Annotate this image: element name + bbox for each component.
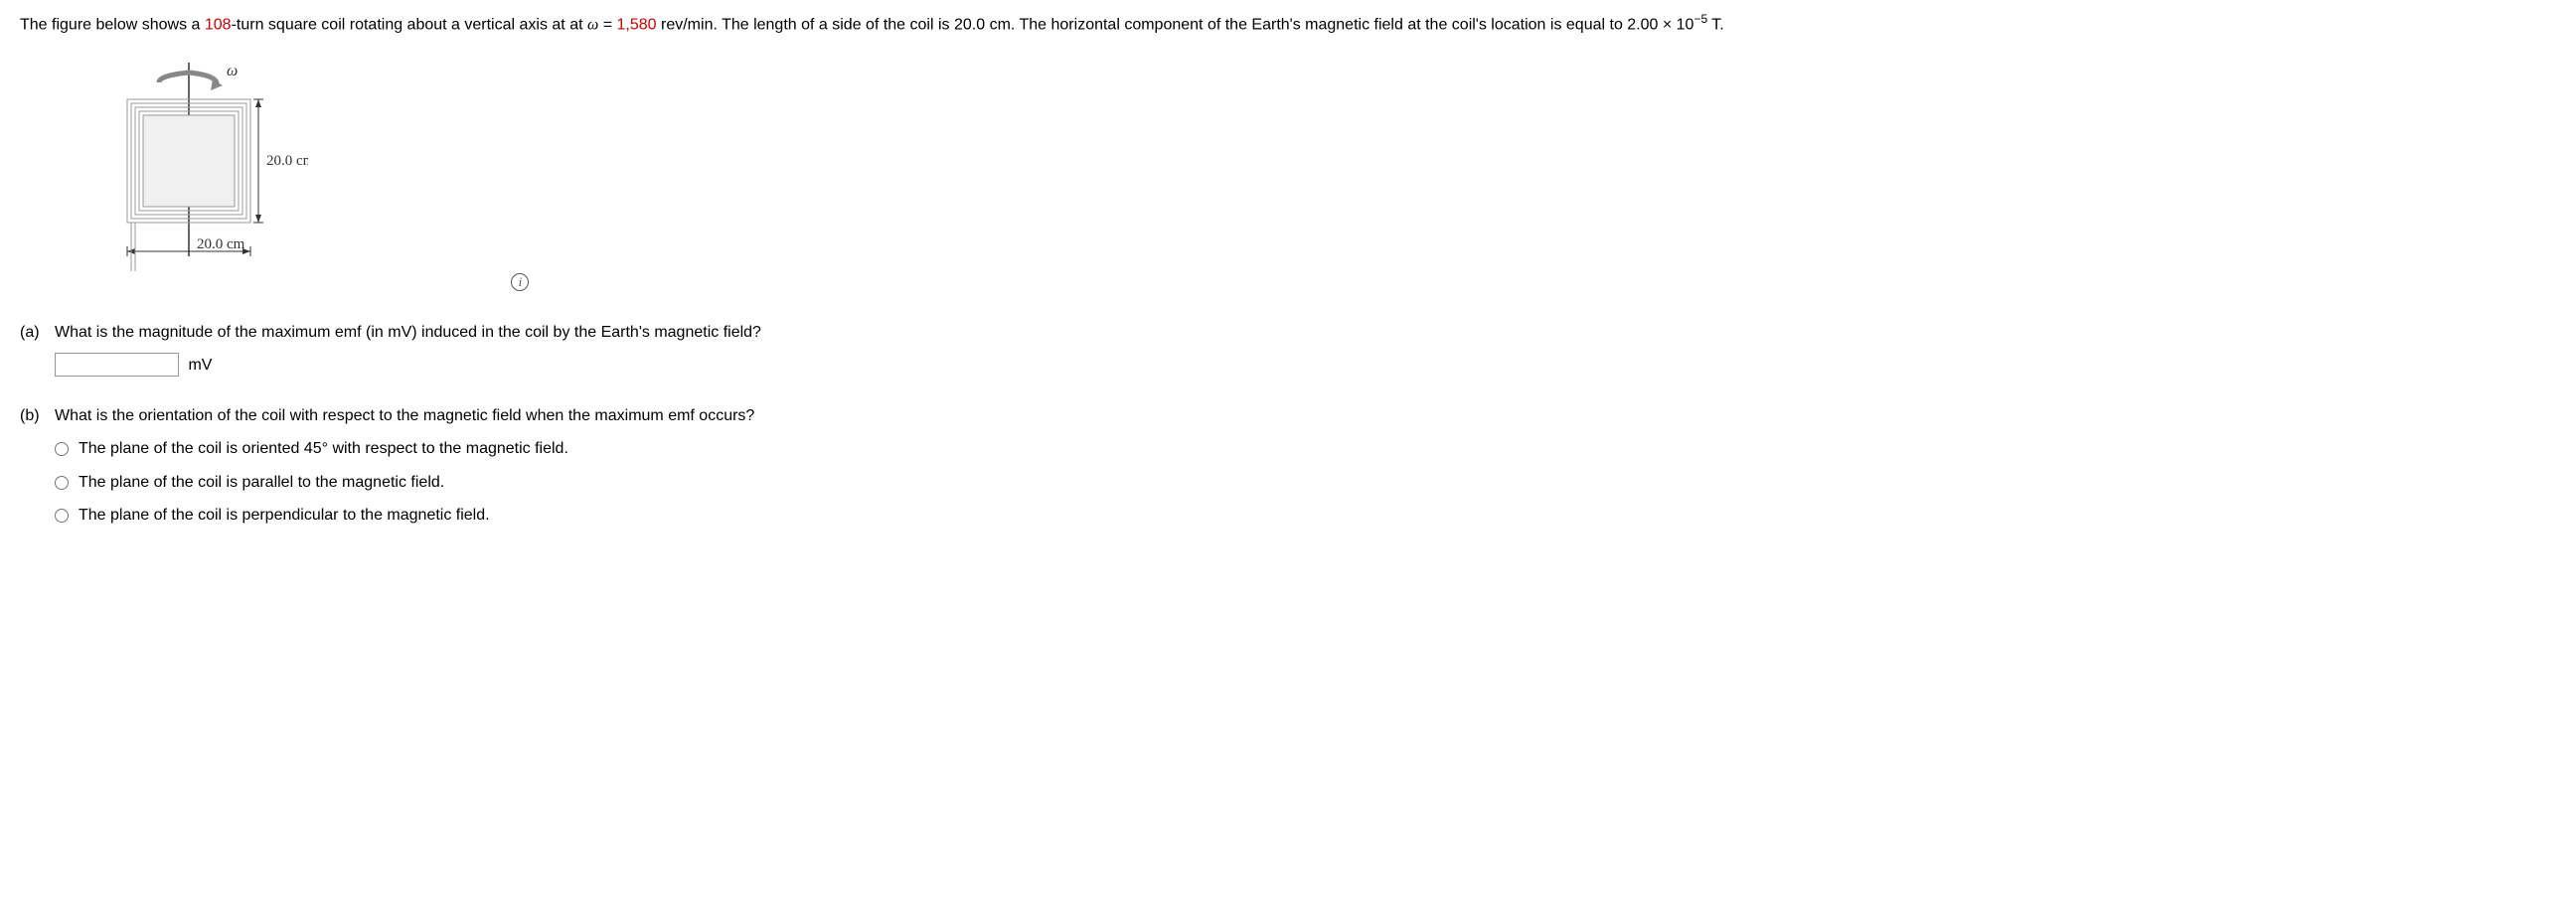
exponent: −5	[1693, 12, 1707, 26]
radio-input-0[interactable]	[55, 442, 69, 456]
info-icon[interactable]: i	[511, 273, 529, 291]
radio-option-0: The plane of the coil is oriented 45° wi…	[55, 436, 2556, 462]
width-dimension-label: 20.0 cm	[197, 236, 245, 252]
radio-label-0: The plane of the coil is oriented 45° wi…	[79, 436, 568, 462]
radio-option-2: The plane of the coil is perpendicular t…	[55, 503, 2556, 529]
part-a-unit: mV	[188, 357, 212, 374]
omega-value: 1,580	[617, 16, 657, 33]
radio-option-1: The plane of the coil is parallel to the…	[55, 470, 2556, 496]
part-b-question: What is the orientation of the coil with…	[55, 403, 2556, 429]
problem-text-3: rev/min. The length of a side of the coi…	[657, 16, 1694, 33]
radio-label-2: The plane of the coil is perpendicular t…	[79, 503, 490, 529]
radio-input-2[interactable]	[55, 509, 69, 523]
turns-value: 108	[205, 16, 232, 33]
coil-diagram-svg: ω 20.0 cm 20.0 cm	[109, 58, 308, 286]
radio-label-1: The plane of the coil is parallel to the…	[79, 470, 444, 496]
problem-text-1: The figure below shows a	[20, 16, 205, 33]
part-a: (a) What is the magnitude of the maximum…	[20, 320, 2556, 379]
equals-sign: =	[598, 16, 616, 33]
part-a-answer-input[interactable]	[55, 353, 179, 377]
height-dimension-label: 20.0 cm	[266, 153, 308, 169]
omega-symbol: ω	[587, 16, 598, 33]
part-a-label: (a)	[20, 320, 55, 379]
problem-statement: The figure below shows a 108-turn square…	[20, 10, 2556, 38]
part-a-question: What is the magnitude of the maximum emf…	[55, 320, 2556, 346]
problem-text-2: -turn square coil rotating about a verti…	[232, 16, 587, 33]
omega-figure-label: ω	[227, 63, 238, 79]
part-b: (b) What is the orientation of the coil …	[20, 403, 2556, 529]
radio-input-1[interactable]	[55, 476, 69, 490]
problem-text-4: T.	[1707, 16, 1724, 33]
part-b-label: (b)	[20, 403, 55, 529]
coil-figure: ω 20.0 cm 20.0 cm i	[109, 58, 2556, 295]
